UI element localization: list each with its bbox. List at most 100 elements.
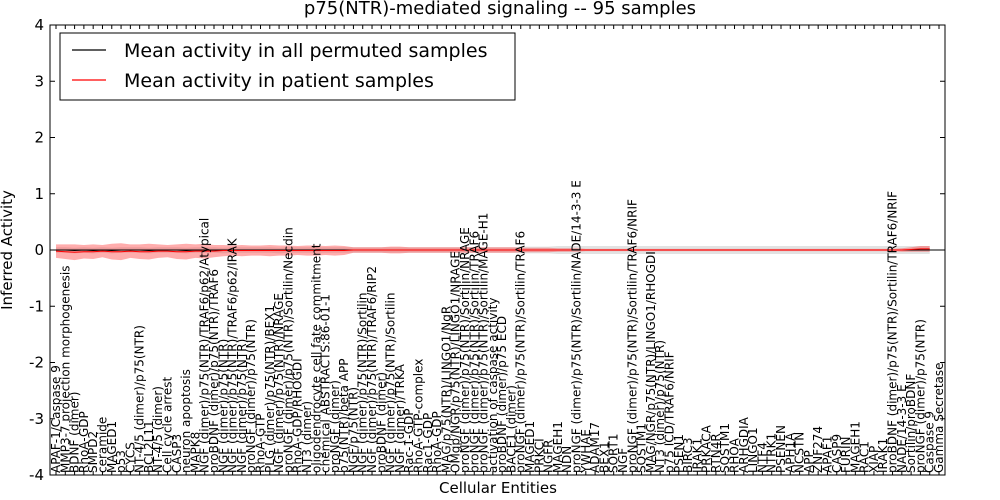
x-tick-label: Rac-1-GDP [402,408,416,473]
x-tick-label: NGF [616,448,630,473]
x-tick-label: proNGF (dimer)/p75(NTR)/Sortilin/Necdin [281,227,295,473]
x-tick-label: Gamma Secretase [932,362,946,473]
x-tick-label: Rac1-GDP [421,413,435,473]
x-tick-label: BCL2L11 [142,420,156,473]
x-tick-label: MAGED1 [105,421,119,473]
y-tick-label: -4 [29,466,44,484]
x-axis-label: Cellular Entities [439,479,557,497]
x-tick-label: NGF (dimer)/p75(NTR)/TRAF6/p62/IRAK [226,237,240,473]
x-tick-label: YWHAE [579,429,593,474]
x-tick-label: IRAK1 [876,438,890,473]
x-tick-label: ARHGDIA [737,416,751,473]
x-tick-label: MAGED1 [523,421,537,473]
x-tick-label: NGF (dimer)/p75(NTR)/Sortilin [356,293,370,474]
x-tick-label: NT3 (dimer) [300,401,314,473]
x-tick-label: MMP3-7 projection morphogenesis [58,266,72,473]
x-tick-label: MAG/NGR/p75(NTR)/LINGO1/RHOGDI [644,251,658,473]
x-tick-label: SQSTM1 [635,423,649,473]
y-tick-label: 2 [34,129,44,147]
x-tick-label: NGF (dimer)/p75(NTR)/TRAF6/p62/Atypical [198,218,212,473]
x-tick-label: PRKCI [532,438,546,473]
legend: Mean activity in all permuted samples Me… [59,32,516,101]
x-tick-label: NT-4/5 (dimer)/p75(NTR) [133,325,147,473]
x-tick-label: APP [802,450,816,473]
x-tick-label: NGF (dimer)/p75(NTR)/TRAF6/RIP2 [365,266,379,473]
x-tick-label: proNGF (dimer) [328,380,342,473]
x-tick-label: CASP9 [830,434,844,473]
x-tick-label: PRKACA [700,424,714,473]
x-tick-label: NGF (dimer)/p75(NTR)/Sortilin [384,293,398,474]
series-band-1 [56,243,930,261]
x-tick-label: activation of caspase activity [486,298,500,473]
y-tick-label: 0 [34,241,44,259]
x-tick-label: NTRK1 [765,433,779,473]
x-tick-label: proBDNF (dimer)/p75 ECD [495,316,509,473]
x-tick-label: proNGF (dimer)/p75(NTR)/Sortilin/TRAF6/N… [625,199,639,473]
x-tick-label: NGF/p75(NTR) [346,387,360,473]
x-tick-label: chemical ABSTRACTS:86-01-1 [319,294,333,473]
x-tick-label: RhoA-GDP/RHOGDI [291,358,305,473]
x-tick-label: proNGF (dimer)/p75(NTR)/Sortilin/TRAF6 [514,231,528,473]
x-tick-label: p75 ICD/TRAF6/NRIF [662,351,676,473]
y-tick-label: -1 [29,297,44,315]
x-tick-label: RTN4R [709,433,723,473]
x-tick-label: LINGO1 [746,427,760,473]
x-tick-label: IRAK1 [690,438,704,473]
x-tick-label: NDN [560,446,574,473]
x-tick-label: oligodendrocyte cell fate commitment [309,243,323,473]
x-tick-label: NGF (dimer)/p75(NTR)/NRAGE [272,293,286,473]
x-tick-label: SMPD2 [86,431,100,473]
x-tick-label: XIAP [867,446,881,473]
x-tick-label: SQSTM1 [718,423,732,473]
x-tick-label: NGF (dimer)/p75(NTR) [235,339,249,473]
x-tick-label: MAGEH1 [848,421,862,473]
x-tick-label: MAPK8 [188,432,202,473]
x-tick-label: MAG/p75(NTR)/LINGO1/NgR [439,306,453,473]
x-tick-label: neuron apoptosis [179,369,193,473]
y-tick-label: 4 [34,16,44,34]
legend-label-permuted: Mean activity in all permuted samples [124,40,487,62]
y-tick-label: 1 [34,185,44,203]
x-tick-label: BEX1 [597,441,611,473]
x-tick-label: proNGF (dimer)/p75(NTR)/Sortilin/MAGE-H1 [477,213,491,473]
x-tick-label: NCSTN [793,432,807,473]
x-tick-label: RhoA-GDP [77,411,91,473]
x-tick-label: NGFR [542,439,556,473]
x-tick-label: APH1A [783,432,797,473]
series-layer [55,248,930,253]
x-tick-label: NGF (dimer)/p75(NTR) [216,339,230,473]
x-tick-label: Cell cycle arrest [161,377,175,473]
x-tick-label: FURIN [839,436,853,473]
x-tick-label: BDNF (dimer) [68,392,82,474]
x-tick-label: proBDNF (dimer) [374,372,388,473]
x-tick-label: proNGF (dimer)/p75(NTR)/Sortilin/NADE/14… [570,180,584,473]
x-tick-label: APAF1 [820,436,834,473]
x-tick-label: CASP3 [170,434,184,473]
x-tick-label: PSENEN [774,425,788,473]
x-tick-label: proBDNF (dimer)/p75(NTR)/TRAF6 [207,269,221,473]
y-axis-label: Inferred Activity [0,190,16,310]
y-axis: -4 -3 -2 -1 0 1 2 3 4 [29,16,945,484]
x-tick-label: proNGF (dimer)/p75(NTR)/Sortilin/TRAF6 [467,231,481,473]
x-tick-label: RhoA-GTP-complex [411,359,425,473]
x-tick-label: OMgp/NGR/p75(NTR)/LINGO1/NRAGE [449,251,463,473]
y-tick-label: -2 [29,354,44,372]
y-tick-label: -3 [29,410,44,428]
x-tick-label: NTF4 [755,442,769,473]
x-tick-label: proBDNF (dimer)/p75(NTR)/Sortilin/TRAF6/… [886,191,900,473]
x-tick-label: p53 [114,450,128,473]
x-tick-label: ZNF274 [811,426,825,473]
x-tick-label: proNGF (dimer)/p75(NTR)/Sortilin/NRAGE [458,227,472,473]
legend-frame [59,32,516,101]
x-tick-label: Sortilin/proBDNF [904,374,918,473]
x-tick-label: NADE/14-3-3 E [895,384,909,473]
x-tick-label: RhoA-GDP [430,411,444,473]
x-tick-label: proNGF (dimer)/p75(NTR) [913,319,927,473]
x-tick-label: MAGEH1 [551,421,565,473]
x-tick-label: NGF (dimer)/TRKA [393,363,407,473]
y-tick-label: 3 [34,72,44,90]
x-tick-label: PSEN1 [672,434,686,473]
x-tick-label: ADAM17 [588,422,602,473]
x-tick-label: RHOA [728,437,742,473]
